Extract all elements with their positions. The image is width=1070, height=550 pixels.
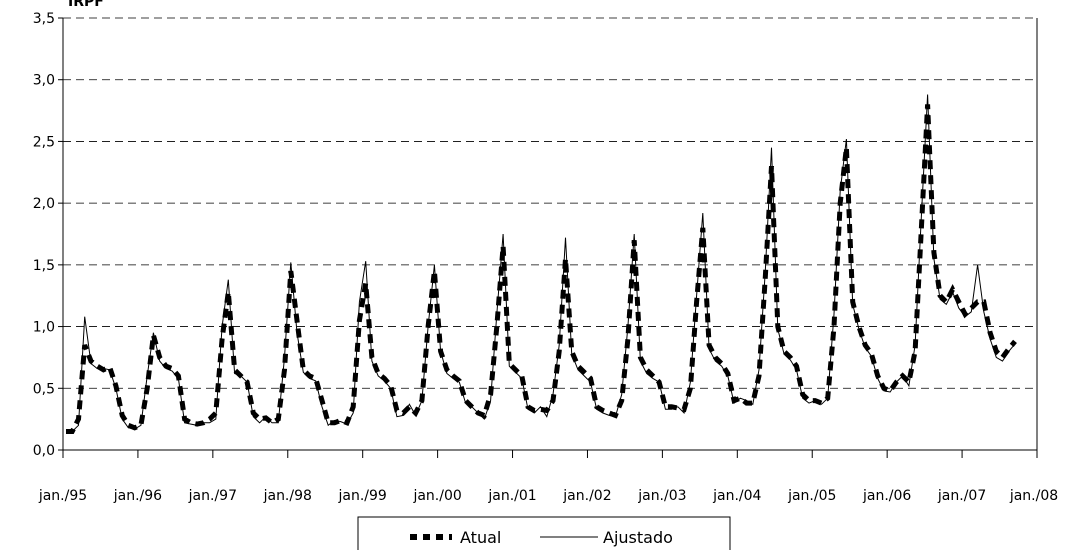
x-ticks: jan./95 jan./96 jan./97 jan./98 jan./99 jan./… [38,450,1058,504]
series-ajustado-line [66,94,1016,432]
y-ticks: 0,0 0,5 1,0 1,5 2,0 2,5 3,0 3,5 [33,11,63,459]
x-tick-label: jan./05 [787,488,836,504]
legend: Atual Ajustado [357,516,731,550]
legend-box [357,516,731,550]
axes [62,18,1038,451]
y-tick-label: 1,5 [33,258,55,274]
series-atual-line [66,104,1017,434]
x-tick-label: jan./02 [562,488,611,504]
x-tick-label: jan./07 [937,488,986,504]
x-tick-label: jan./00 [412,488,461,504]
series-layer [66,94,1017,434]
x-tick-label: jan./04 [712,488,761,504]
y-tick-label: 1,0 [33,320,55,336]
x-tick-label: jan./97 [188,488,237,504]
x-tick-label: jan./03 [637,488,686,504]
legend-label-ajustado: Ajustado [603,528,673,547]
x-tick-label: jan./98 [263,488,312,504]
legend-label-atual: Atual [460,528,501,547]
x-tick-label: jan./08 [1009,488,1058,504]
y-axis-title: IRPF [68,0,104,10]
x-tick-label: jan./96 [113,488,162,504]
y-tick-label: 2,0 [33,196,55,212]
x-tick-label: jan./01 [487,488,536,504]
y-tick-label: 0,0 [33,443,55,459]
y-tick-label: 2,5 [33,134,55,150]
x-tick-label: jan./99 [338,488,387,504]
y-tick-label: 0,5 [33,381,55,397]
x-tick-label: jan./06 [862,488,911,504]
x-tick-label: jan./95 [38,488,87,504]
y-tick-label: 3,5 [33,11,55,27]
gridlines [63,17,1037,389]
y-tick-label: 3,0 [33,73,55,89]
